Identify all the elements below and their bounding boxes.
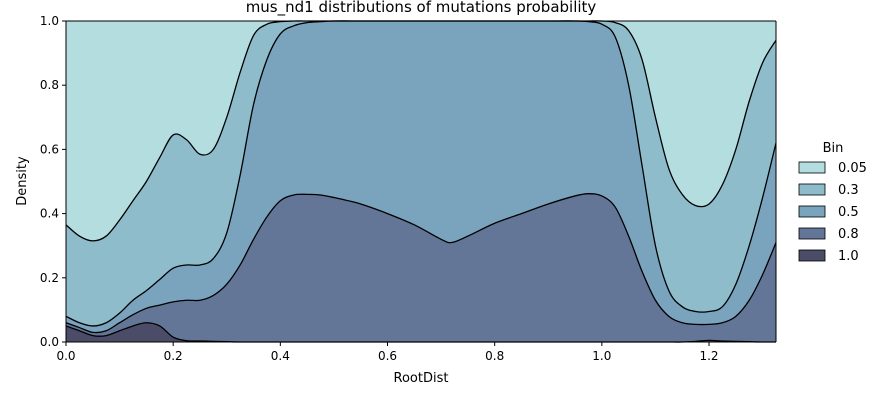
legend-label: 0.8: [838, 227, 859, 242]
area-band-0_5: [66, 20, 776, 333]
y-tick-label: 0.4: [40, 207, 59, 221]
legend-label: 0.5: [838, 205, 859, 220]
x-axis-label: RootDist: [394, 371, 449, 386]
boundary-line-0_8: [65, 193, 777, 334]
legend-label: 0.3: [838, 183, 859, 198]
chart-title: mus_nd1 distributions of mutations proba…: [246, 0, 597, 17]
y-tick-label: 0.2: [40, 271, 59, 285]
area-band-0_05: [66, 20, 776, 241]
x-tick-label: 0.2: [164, 349, 183, 363]
area-band-0_8: [66, 193, 776, 343]
x-tick-label: 0.0: [56, 349, 75, 363]
legend-swatch-0_5: [798, 205, 826, 218]
y-tick-label: 0.6: [40, 142, 59, 156]
legend-swatch-0_3: [798, 183, 826, 196]
legend: Bin 0.05 0.3 0.5 0.8 1.0: [798, 141, 867, 264]
y-tick-label: 1.0: [40, 14, 59, 28]
y-tick-label: 0.8: [40, 78, 59, 92]
x-tick-label: 0.4: [271, 349, 290, 363]
legend-title: Bin: [823, 141, 844, 156]
area-band-0_3: [66, 20, 776, 326]
y-axis-label: Density: [15, 156, 30, 206]
x-tick-label: 1.2: [699, 349, 718, 363]
x-tick-label: 0.8: [485, 349, 504, 363]
legend-label: 0.05: [838, 161, 867, 176]
legend-swatch-0_05: [798, 161, 826, 174]
x-tick-label: 0.6: [378, 349, 397, 363]
axes: 0.0 0.2 0.4 0.6 0.8 1.0 1.2 0.0 0.2 0.4 0.6 0.8 1.0: [40, 14, 777, 363]
plot-area: [65, 20, 777, 343]
legend-swatch-1_0: [798, 249, 826, 262]
y-tick-label: 0.0: [40, 335, 59, 349]
legend-swatch-0_8: [798, 227, 826, 240]
legend-label: 1.0: [838, 249, 859, 264]
x-tick-label: 1.0: [592, 349, 611, 363]
